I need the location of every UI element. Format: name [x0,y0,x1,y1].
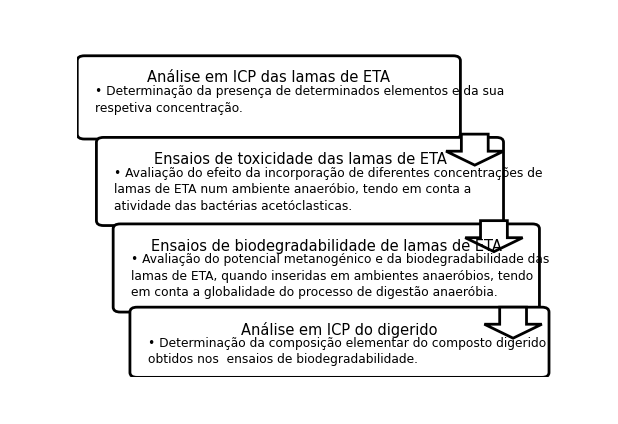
Text: • Avaliação do potencial metanogénico e da biodegradabilidade das
lamas de ETA, : • Avaliação do potencial metanogénico e … [131,253,549,299]
Polygon shape [465,220,523,252]
Text: Análise em ICP das lamas de ETA: Análise em ICP das lamas de ETA [147,70,391,86]
FancyBboxPatch shape [96,137,504,226]
Polygon shape [446,134,504,165]
Text: Ensaios de toxicidade das lamas de ETA: Ensaios de toxicidade das lamas de ETA [153,152,446,167]
Text: Análise em ICP do digerido: Análise em ICP do digerido [241,322,438,338]
Text: Ensaios de biodegradabilidade de lamas de ETA: Ensaios de biodegradabilidade de lamas d… [151,239,502,254]
Text: • Determinação da presença de determinados elementos e da sua
respetiva concentr: • Determinação da presença de determinad… [95,85,504,114]
FancyBboxPatch shape [130,307,549,377]
FancyBboxPatch shape [77,56,460,139]
Text: • Avaliação do efeito da incorporação de diferentes concentrações de
lamas de ET: • Avaliação do efeito da incorporação de… [114,167,543,213]
Text: • Determinação da composição elementar do composto digerido
obtidos nos  ensaios: • Determinação da composição elementar d… [148,337,546,366]
FancyBboxPatch shape [113,224,540,312]
Polygon shape [485,307,542,338]
